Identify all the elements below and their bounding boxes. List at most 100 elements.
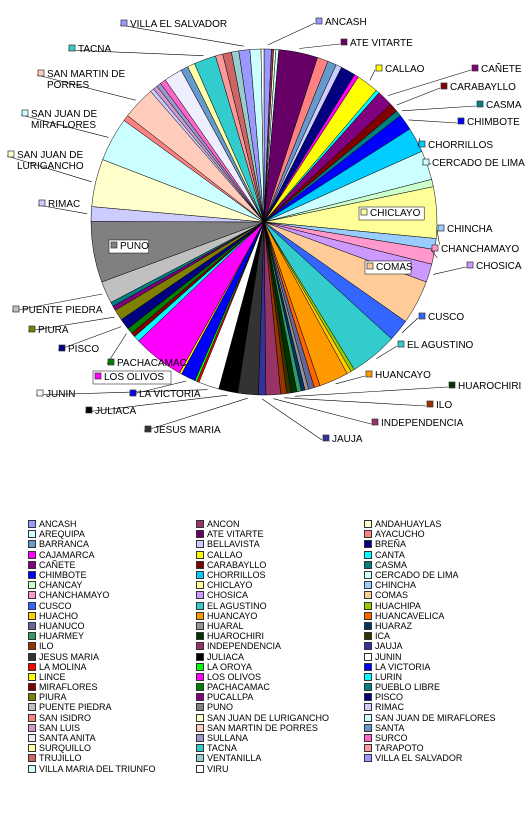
legend-swatch (28, 744, 36, 753)
legend-swatch (196, 550, 204, 559)
legend-label: PIURA (39, 692, 67, 703)
label-swatch (437, 224, 445, 232)
legend-item: PUNO (196, 702, 364, 712)
leader-line (261, 398, 323, 441)
label-swatch (21, 109, 29, 117)
legend-label: PUENTE PIEDRA (39, 702, 112, 713)
legend-swatch (196, 540, 204, 549)
legend-item: LA VICTORIA (364, 662, 528, 672)
legend-swatch (364, 672, 372, 681)
legend-label: PACHACAMAC (207, 682, 270, 693)
legend-swatch (196, 744, 204, 753)
leader-line (433, 266, 467, 275)
legend-swatch (196, 723, 204, 732)
leader-line (57, 326, 122, 351)
leader-line (273, 398, 372, 425)
leader-line (396, 87, 441, 106)
legend-item: SANTA ANITA (28, 733, 196, 743)
slice-label: CARABAYLLO (450, 82, 516, 93)
label-swatch (315, 17, 323, 25)
legend-swatch (28, 550, 36, 559)
legend-label: JESUS MARIA (39, 651, 100, 662)
legend-swatch (28, 683, 36, 692)
legend-swatch (28, 601, 36, 610)
legend-label: CHICLAYO (207, 580, 253, 591)
label-swatch (144, 425, 152, 433)
legend-label: BREÑA (375, 539, 407, 550)
legend-label: VIRU (207, 763, 229, 774)
legend-swatch (28, 520, 36, 529)
legend-item: ILO (28, 641, 196, 651)
legend-item: HUACHIPA (364, 601, 528, 611)
label-swatch (457, 117, 465, 125)
legend-item: LURIN (364, 672, 528, 682)
legend-swatch (196, 734, 204, 743)
leader-line (401, 317, 419, 334)
legend-swatch (196, 560, 204, 569)
legend-item: HUANCAVELICA (364, 611, 528, 621)
legend-label: CHINCHA (375, 580, 417, 591)
legend-swatch (364, 642, 372, 651)
legend-swatch (28, 530, 36, 539)
legend-swatch (364, 611, 372, 620)
legend-swatch (364, 530, 372, 539)
legend-swatch (364, 601, 372, 610)
leader-line (335, 375, 366, 385)
legend-label: HUARAL (207, 620, 244, 631)
legend-swatch (28, 703, 36, 712)
legend-swatch (28, 734, 36, 743)
slice-label: ILO (436, 400, 452, 411)
legend-label: LA OROYA (207, 661, 252, 672)
leader-line (119, 24, 244, 47)
legend-item: SAN LUIS (28, 723, 196, 733)
legend-label: AYACUCHO (375, 529, 425, 540)
label-swatch (397, 340, 405, 348)
legend-label: PISCO (375, 692, 404, 703)
legend-swatch (364, 591, 372, 600)
slice-label: JESUS MARIA (154, 425, 221, 436)
legend-label: SURCO (375, 733, 408, 744)
legend-label: HUACHIPA (375, 600, 421, 611)
legend-item: CHANCHAMAYO (28, 590, 196, 600)
legend-item: PUCALLPA (196, 692, 364, 702)
legend-label: PUEBLO LIBRE (375, 682, 441, 693)
legend-item: BELLAVISTA (196, 539, 364, 549)
legend-swatch (364, 744, 372, 753)
legend-item: PISCO (364, 692, 528, 702)
label-swatch (422, 158, 430, 166)
legend-item: HUANCAYO (196, 611, 364, 621)
legend-item: JULIACA (196, 651, 364, 662)
slice-label: JUNIN (46, 389, 75, 400)
legend-label: ICA (375, 631, 391, 642)
label-swatch (110, 241, 118, 249)
legend-item: HUANUCO (28, 621, 196, 631)
legend-item: CANTA (364, 550, 528, 560)
label-box (364, 260, 412, 275)
legend-swatch (28, 713, 36, 722)
leader-line (436, 229, 440, 245)
legend-swatch (364, 540, 372, 549)
leader-line (299, 43, 341, 49)
legend-item: HUARAZ (364, 621, 528, 631)
legend-label: SULLANA (207, 733, 249, 744)
slice-label: JULIACA (95, 406, 136, 417)
slice-label: CUSCO (428, 312, 464, 323)
legend-swatch (196, 632, 204, 641)
legend-item: PIURA (28, 692, 196, 702)
legend-label: HUACHO (39, 610, 79, 621)
label-swatch (431, 244, 439, 252)
slice-label: PUNO (120, 241, 149, 252)
legend-item: BARRANCA (28, 539, 196, 549)
legend-item: ICA (364, 631, 528, 641)
legend-swatch (196, 703, 204, 712)
legend-swatch (28, 754, 36, 763)
legend-label: RIMAC (375, 702, 404, 713)
legend-item: CUSCO (28, 601, 196, 611)
legend-swatch (28, 560, 36, 569)
slice-label: LOS OLIVOS (104, 372, 164, 383)
legend-label: BARRANCA (39, 539, 90, 550)
legend-item: CHANCAY (28, 580, 196, 590)
slice-label: CHICLAYO (370, 208, 421, 219)
legend-label: TRUJILLO (39, 753, 82, 764)
slice-label: CAÑETE (481, 62, 522, 75)
